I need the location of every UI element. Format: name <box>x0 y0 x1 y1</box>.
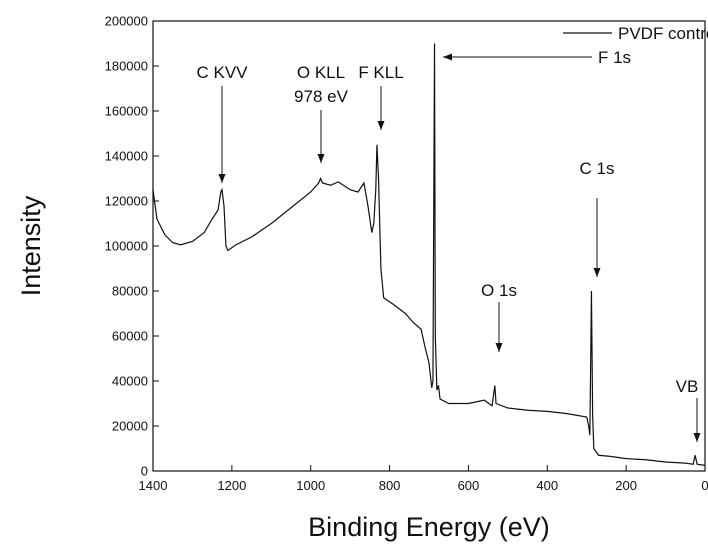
x-tick-label: 1400 <box>139 478 168 493</box>
y-tick-label: 60000 <box>112 329 148 344</box>
y-tick-label: 100000 <box>105 239 148 254</box>
x-tick-label: 1000 <box>296 478 325 493</box>
arrow-head <box>218 174 226 183</box>
annotation: 978 eV <box>294 87 349 106</box>
y-tick-label: 0 <box>141 464 148 479</box>
arrow-head <box>693 433 701 442</box>
y-axis-label: Intensity <box>16 195 46 296</box>
arrow-head <box>317 154 325 163</box>
x-tick-label: 600 <box>458 478 480 493</box>
y-tick-label: 40000 <box>112 374 148 389</box>
x-tick-label: 800 <box>379 478 401 493</box>
y-tick-label: 120000 <box>105 194 148 209</box>
x-tick-label: 1200 <box>217 478 246 493</box>
arrow-head <box>377 121 385 130</box>
annotation: O KLL <box>297 63 345 82</box>
annotation: O 1s <box>481 281 517 300</box>
y-tick-label: 20000 <box>112 419 148 434</box>
arrow-head <box>593 268 601 277</box>
annotation: C 1s <box>580 159 615 178</box>
y-tick-label: 80000 <box>112 284 148 299</box>
y-tick-label: 180000 <box>105 59 148 74</box>
annotation: C KVV <box>196 63 248 82</box>
y-tick-label: 140000 <box>105 149 148 164</box>
y-tick-label: 200000 <box>105 14 148 29</box>
legend-label: PVDF control <box>618 24 708 43</box>
x-tick-label: 200 <box>615 478 637 493</box>
arrow-head <box>495 343 503 352</box>
annotation: VB <box>676 377 699 396</box>
annotation: F KLL <box>358 63 403 82</box>
arrow-head <box>443 53 452 61</box>
spectrum-line <box>152 43 706 466</box>
annotation: F 1s <box>598 48 631 67</box>
x-axis-label: Binding Energy (eV) <box>308 512 550 542</box>
y-tick-label: 160000 <box>105 104 148 119</box>
x-tick-label: 0 <box>701 478 708 493</box>
plot-frame <box>152 20 706 472</box>
x-tick-label: 400 <box>536 478 558 493</box>
